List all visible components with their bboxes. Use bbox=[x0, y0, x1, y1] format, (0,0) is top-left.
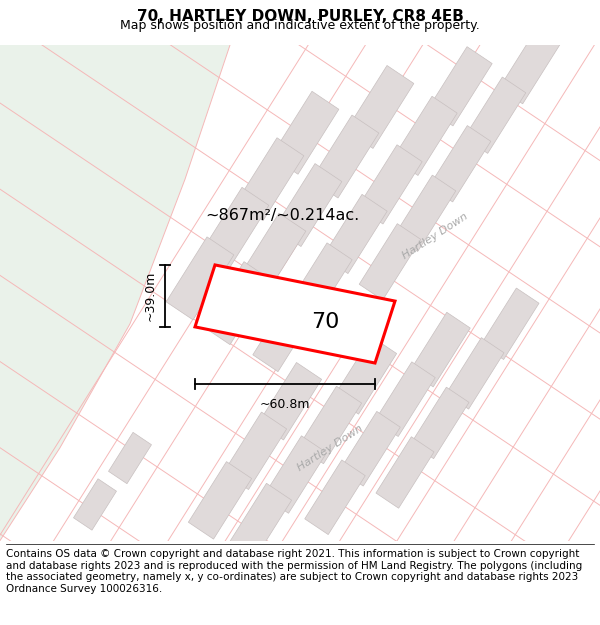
Polygon shape bbox=[274, 164, 342, 246]
Text: Contains OS data © Crown copyright and database right 2021. This information is : Contains OS data © Crown copyright and d… bbox=[6, 549, 582, 594]
Text: ~867m²/~0.214ac.: ~867m²/~0.214ac. bbox=[205, 208, 359, 223]
Text: 70, HARTLEY DOWN, PURLEY, CR8 4EB: 70, HARTLEY DOWN, PURLEY, CR8 4EB bbox=[137, 9, 463, 24]
Polygon shape bbox=[393, 96, 457, 176]
Polygon shape bbox=[271, 91, 339, 174]
Polygon shape bbox=[229, 483, 292, 561]
Polygon shape bbox=[323, 194, 387, 274]
Polygon shape bbox=[0, 45, 230, 541]
Text: Hartley Down: Hartley Down bbox=[400, 211, 470, 261]
Polygon shape bbox=[464, 77, 526, 153]
Polygon shape bbox=[223, 412, 287, 489]
Polygon shape bbox=[499, 28, 561, 104]
Polygon shape bbox=[411, 387, 469, 459]
Polygon shape bbox=[195, 265, 395, 363]
Polygon shape bbox=[263, 436, 326, 513]
Text: Map shows position and indicative extent of the property.: Map shows position and indicative extent… bbox=[120, 19, 480, 31]
Polygon shape bbox=[428, 47, 492, 126]
Polygon shape bbox=[203, 262, 271, 344]
Polygon shape bbox=[201, 188, 269, 270]
Text: 70: 70 bbox=[311, 312, 339, 332]
Polygon shape bbox=[288, 243, 352, 322]
Polygon shape bbox=[298, 386, 362, 464]
Polygon shape bbox=[429, 126, 491, 202]
Polygon shape bbox=[259, 362, 322, 440]
Polygon shape bbox=[358, 145, 422, 224]
Polygon shape bbox=[253, 292, 317, 372]
Polygon shape bbox=[376, 437, 434, 508]
Text: Hartley Down: Hartley Down bbox=[295, 423, 365, 472]
Polygon shape bbox=[410, 312, 470, 387]
Polygon shape bbox=[359, 224, 421, 300]
Polygon shape bbox=[166, 237, 234, 320]
Polygon shape bbox=[305, 460, 365, 534]
Polygon shape bbox=[340, 411, 400, 486]
Polygon shape bbox=[346, 66, 414, 148]
Polygon shape bbox=[236, 138, 304, 221]
Polygon shape bbox=[446, 338, 504, 409]
Polygon shape bbox=[188, 462, 251, 539]
Polygon shape bbox=[481, 288, 539, 359]
Text: ~39.0m: ~39.0m bbox=[144, 271, 157, 321]
Polygon shape bbox=[109, 432, 151, 484]
Polygon shape bbox=[311, 115, 379, 198]
Text: ~60.8m: ~60.8m bbox=[260, 398, 310, 411]
Polygon shape bbox=[334, 337, 397, 414]
Polygon shape bbox=[238, 213, 306, 296]
Polygon shape bbox=[74, 479, 116, 530]
Polygon shape bbox=[375, 362, 435, 436]
Polygon shape bbox=[394, 175, 456, 251]
